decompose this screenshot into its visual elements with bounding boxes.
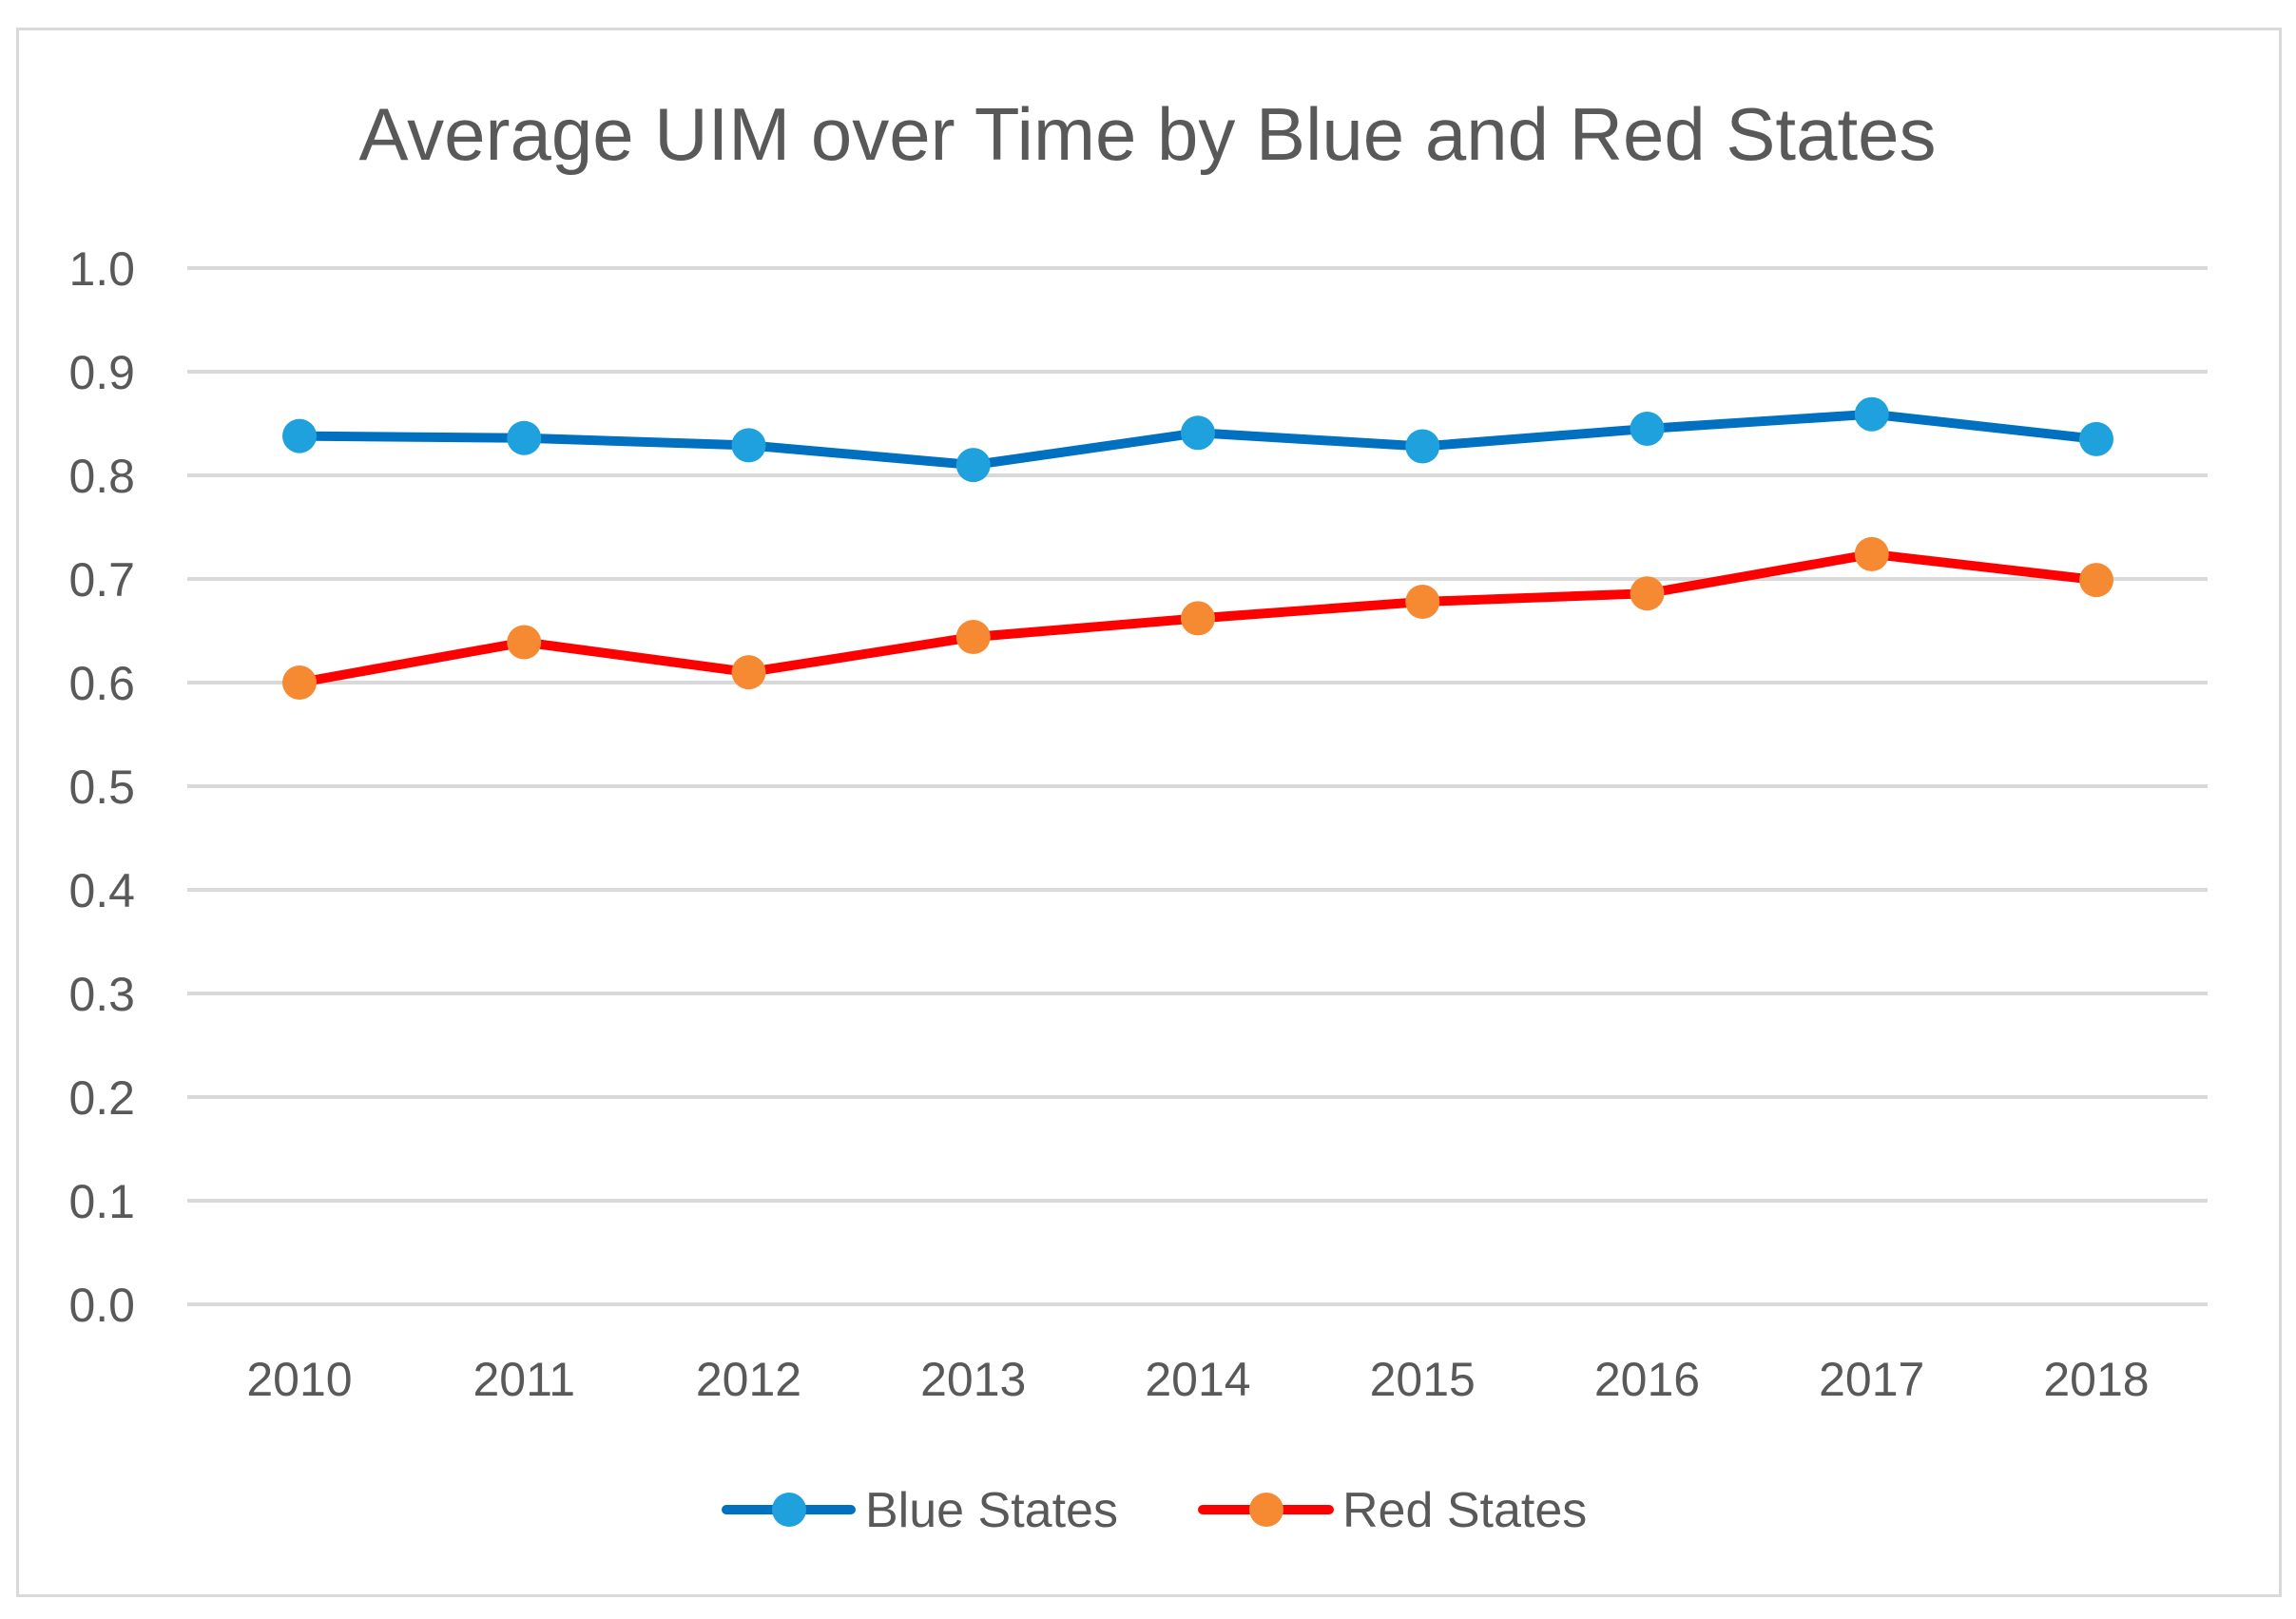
y-tick-label: 0.9 — [68, 346, 135, 399]
legend-blue-states[interactable]: Blue States — [722, 1483, 1118, 1538]
red-states-point-2010[interactable] — [282, 665, 317, 700]
legend-red-label: Red States — [1342, 1483, 1587, 1538]
y-tick-label: 0.0 — [68, 1279, 135, 1332]
blue-states-point-2015[interactable] — [1405, 429, 1440, 464]
blue-states-point-2013[interactable] — [955, 448, 991, 483]
blue-states-point-2011[interactable] — [507, 420, 542, 455]
blue-states-point-2018[interactable] — [2079, 421, 2113, 456]
y-tick-label: 0.6 — [68, 657, 135, 710]
series-lines — [295, 409, 2101, 687]
x-tick-label: 2014 — [1145, 1353, 1250, 1406]
y-tick-label: 0.5 — [68, 761, 135, 814]
y-tick-label: 0.3 — [68, 968, 135, 1021]
x-tick-label: 2016 — [1594, 1353, 1700, 1406]
red-states-point-2012[interactable] — [731, 655, 766, 690]
red-states-point-2014[interactable] — [1181, 601, 1215, 636]
red-states-point-2018[interactable] — [2079, 563, 2113, 598]
y-tick-label: 0.1 — [68, 1175, 135, 1228]
y-axis-ticks: 0.0 0.1 0.2 0.3 0.4 0.5 0.6 0.7 0.8 0.9 1.0 — [68, 242, 135, 1332]
y-tick-label: 0.7 — [68, 553, 135, 607]
red-states-point-2017[interactable] — [1854, 536, 1889, 571]
red-states-point-2011[interactable] — [507, 625, 542, 660]
y-tick-label: 1.0 — [68, 242, 135, 296]
legend-red-states[interactable]: Red States — [1198, 1483, 1587, 1538]
y-tick-label: 0.2 — [68, 1071, 135, 1125]
blue-states-point-2012[interactable] — [731, 428, 766, 463]
red-states-point-2015[interactable] — [1405, 584, 1440, 619]
x-axis-ticks: 2010 2011 2012 2013 2014 2015 2016 2017 2018 — [246, 1353, 2149, 1406]
x-tick-label: 2013 — [920, 1353, 1026, 1406]
y-tick-label: 0.8 — [68, 450, 135, 503]
x-tick-label: 2015 — [1370, 1353, 1476, 1406]
blue-states-point-2014[interactable] — [1181, 415, 1215, 451]
blue-states-point-2017[interactable] — [1854, 396, 1889, 432]
x-tick-label: 2017 — [1819, 1353, 1924, 1406]
x-tick-label: 2011 — [473, 1353, 575, 1406]
blue-states-point-2010[interactable] — [282, 418, 317, 453]
blue-states-point-2016[interactable] — [1630, 411, 1665, 446]
legend-red-marker — [1249, 1493, 1283, 1527]
series-markers — [282, 396, 2113, 700]
red-states-point-2013[interactable] — [955, 620, 991, 655]
legend-blue-label: Blue States — [865, 1483, 1118, 1538]
x-tick-label: 2018 — [2043, 1353, 2149, 1406]
red-states-point-2016[interactable] — [1630, 576, 1665, 611]
x-tick-label: 2012 — [696, 1353, 801, 1406]
chart-frame — [16, 28, 2282, 1597]
y-tick-label: 0.4 — [68, 864, 135, 917]
legend-blue-marker — [772, 1493, 806, 1527]
gridlines — [187, 266, 2208, 1306]
legend[interactable]: Blue States Red States — [722, 1483, 1587, 1538]
x-tick-label: 2010 — [246, 1353, 352, 1406]
chart-title: Average UIM over Time by Blue and Red St… — [358, 92, 1936, 176]
